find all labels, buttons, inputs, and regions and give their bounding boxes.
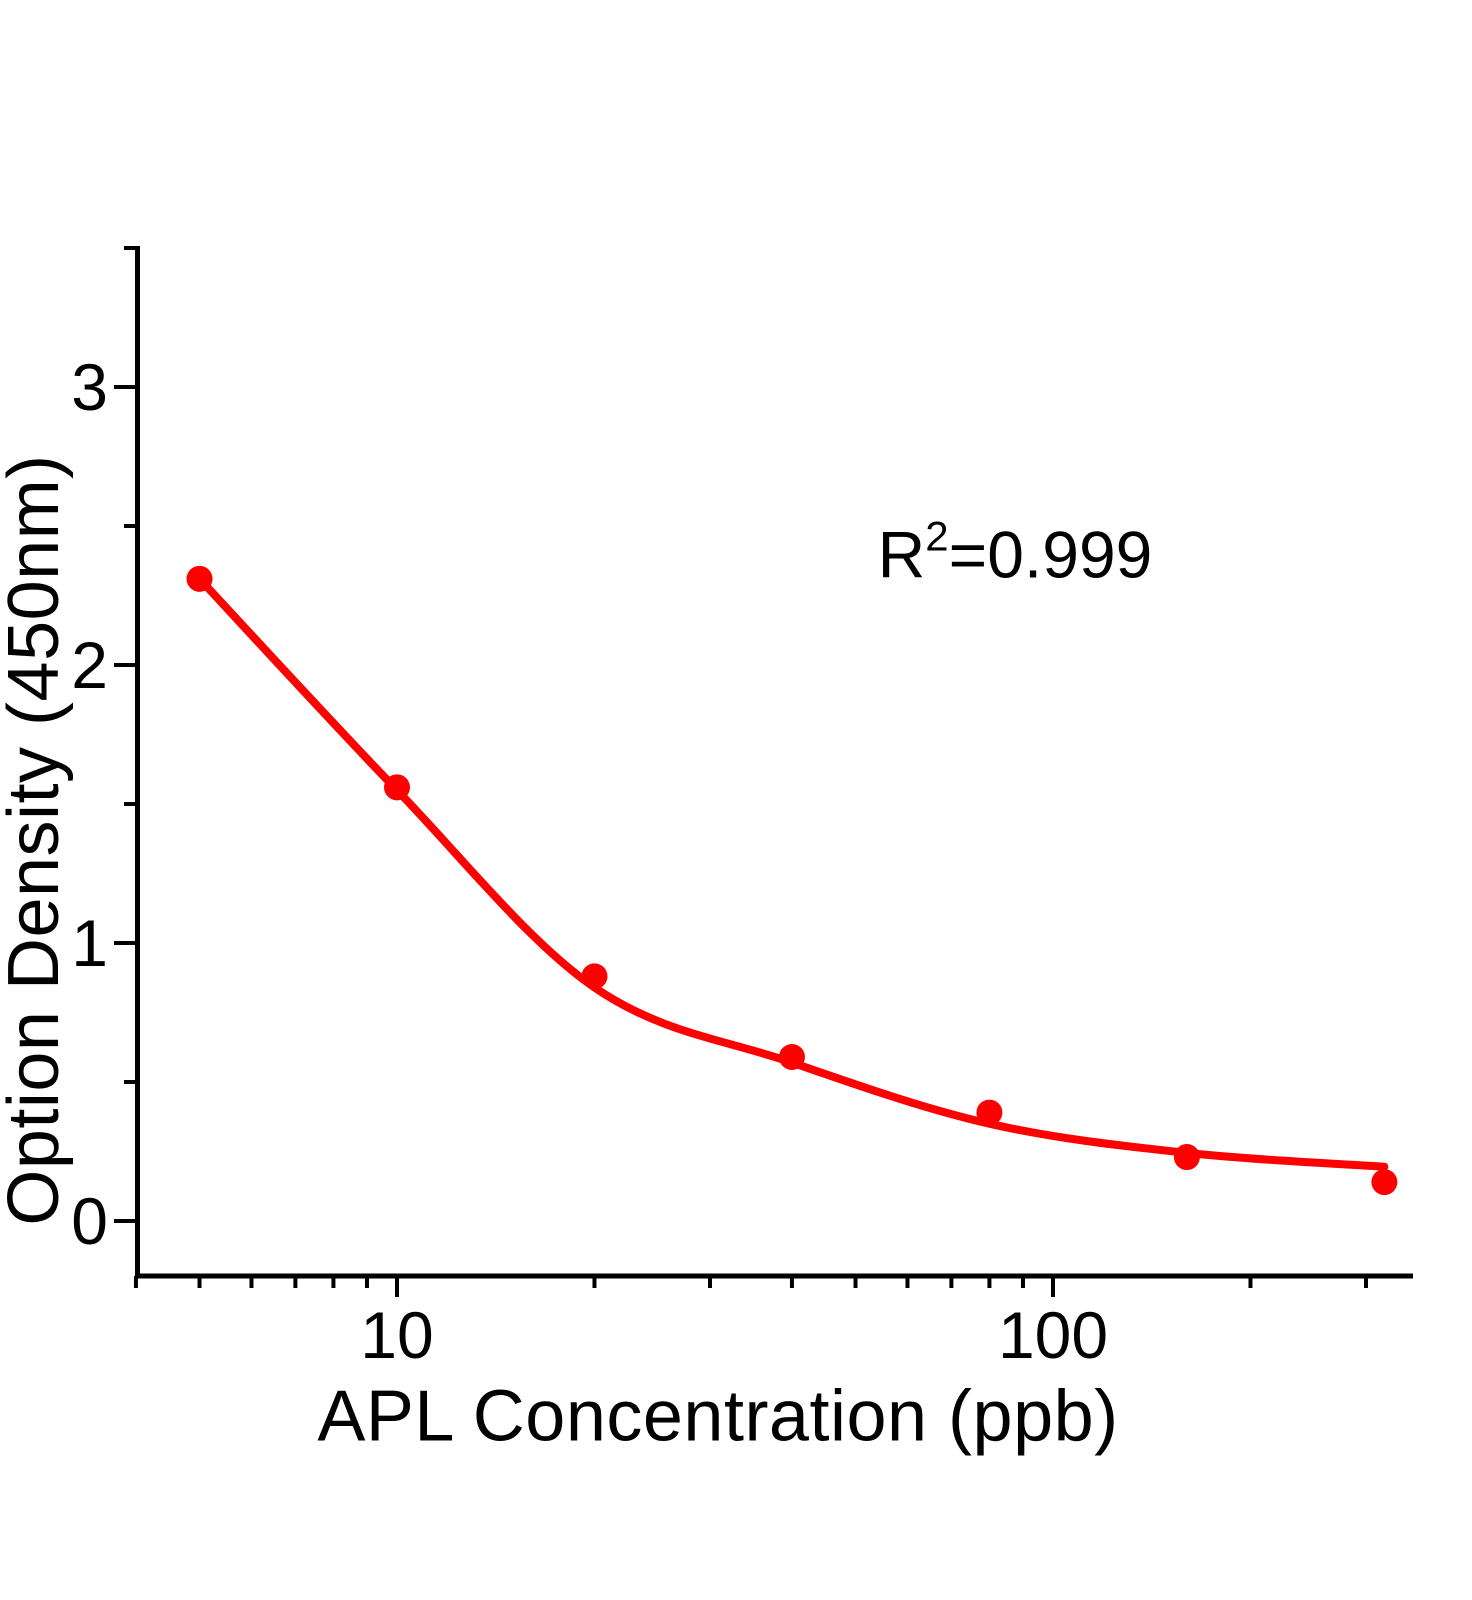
y-axis-title: Option Density (450nm) bbox=[0, 454, 74, 1226]
data-point bbox=[778, 1043, 805, 1070]
fit-curve-line bbox=[195, 574, 1389, 1171]
y-tick-label: 0 bbox=[71, 1184, 108, 1258]
data-point bbox=[976, 1099, 1003, 1126]
x-axis-title: APL Concentration (ppb) bbox=[317, 1376, 1119, 1457]
x-tick-label: 100 bbox=[997, 1298, 1109, 1372]
y-tick-label: 3 bbox=[71, 350, 108, 424]
data-point bbox=[1173, 1144, 1200, 1171]
data-point bbox=[384, 774, 410, 801]
r-squared-exponent: 2 bbox=[925, 512, 949, 560]
data-point bbox=[581, 963, 608, 990]
data-point bbox=[1371, 1169, 1398, 1196]
data-point bbox=[186, 565, 213, 592]
r-squared-value: =0.999 bbox=[948, 517, 1153, 592]
y-tick-label: 2 bbox=[71, 628, 108, 702]
r-squared-base: R bbox=[877, 517, 926, 592]
r-squared-annotation: R2=0.999 bbox=[878, 515, 1153, 588]
x-tick-label: 10 bbox=[360, 1298, 434, 1372]
y-tick-label: 1 bbox=[71, 906, 108, 980]
